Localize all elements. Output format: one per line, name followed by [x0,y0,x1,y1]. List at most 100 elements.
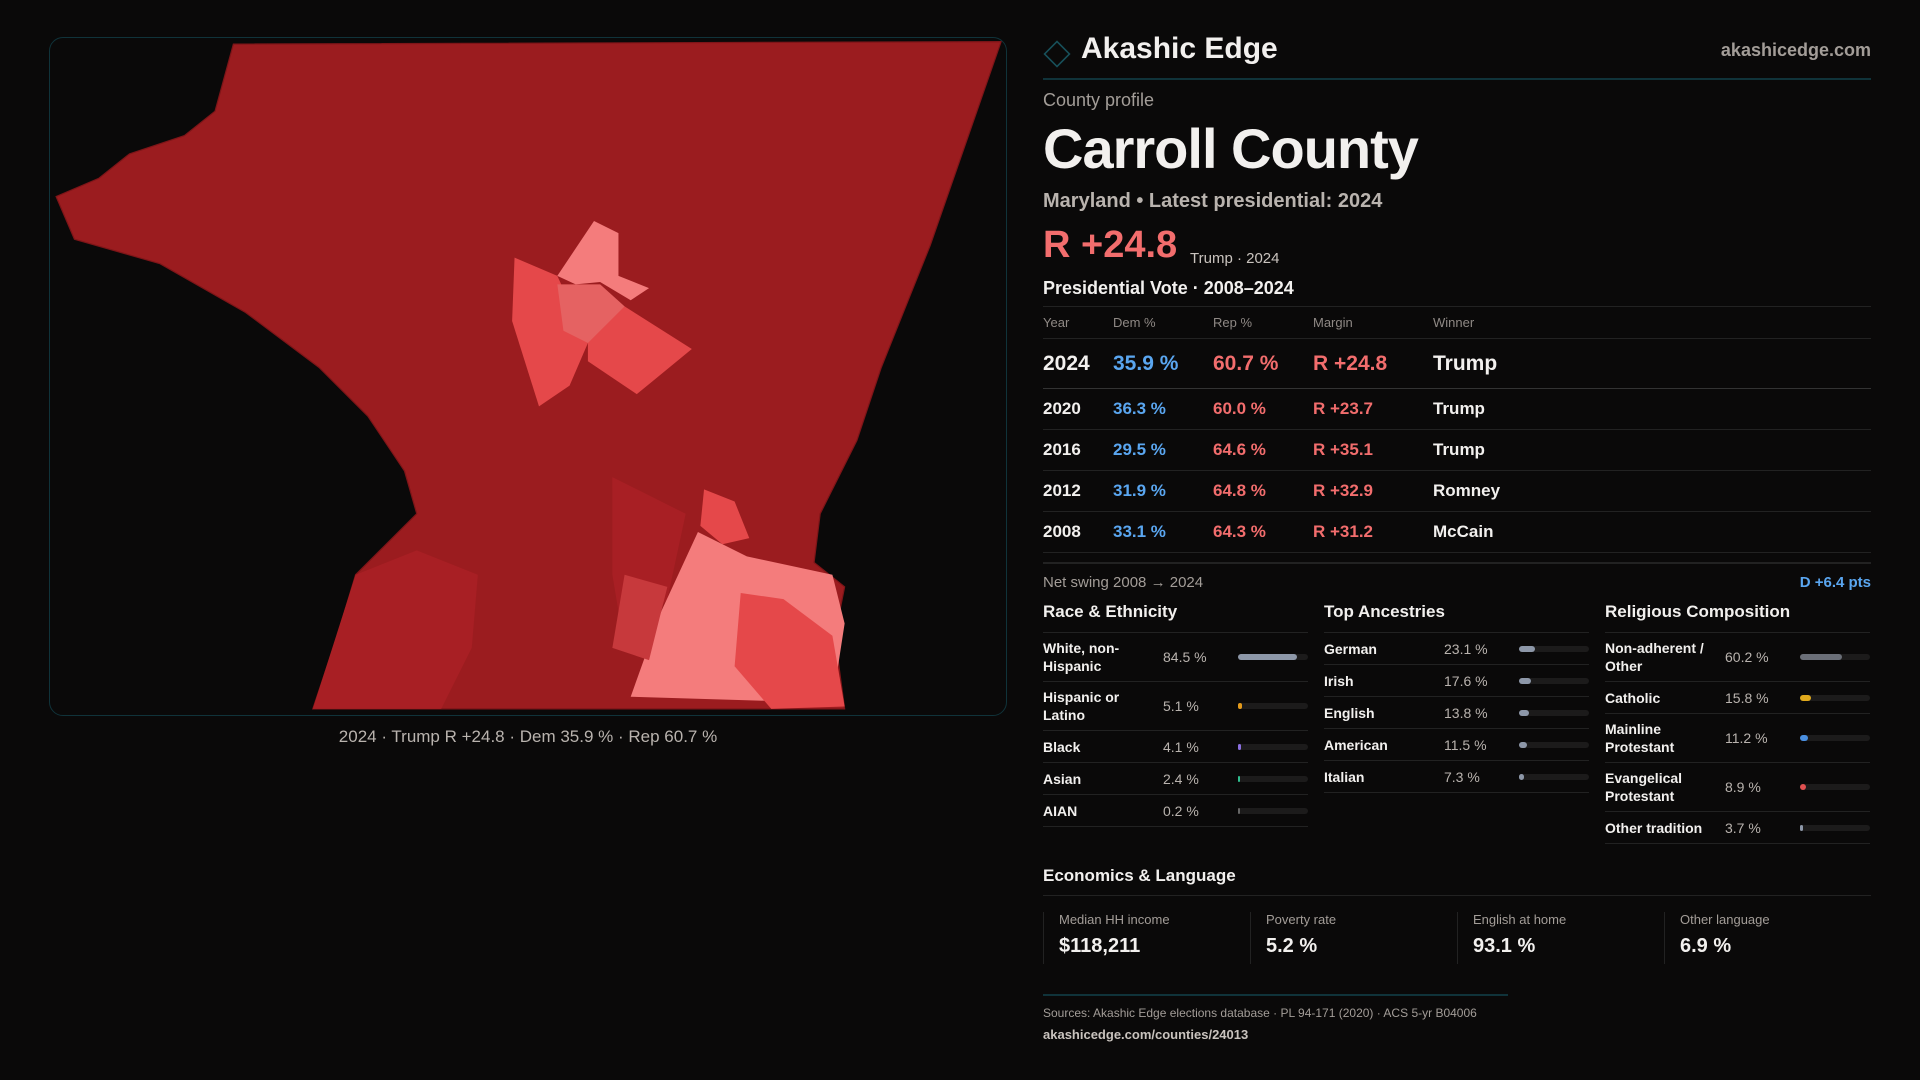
table-cell: 2020 [1043,388,1113,430]
item-percent: 4.1 % [1163,738,1199,755]
item-label: Hispanic or Latino [1043,689,1120,723]
table-row: 2020 36.3 % 60.0 % R +23.7 Trump [1043,388,1871,430]
religion-item: Mainline Protestant 11.2 % [1605,714,1870,763]
table-cell: 31.9 % [1113,470,1213,512]
race-item: Hispanic or Latino 5.1 % [1043,682,1308,731]
item-label: AIAN [1043,802,1078,819]
precinct-mid-south[interactable] [612,574,668,661]
stat-value: 6.9 % [1680,935,1732,957]
table-row: 2008 33.1 % 64.3 % R +31.2 McCain [1043,511,1871,553]
table-cell: 2024 [1043,338,1113,389]
stat-label: Other language [1680,912,1770,927]
item-label: Mainline Protestant [1605,721,1675,755]
percent-bar-fill [1519,773,1525,780]
item-percent: 84.5 % [1163,649,1207,665]
precinct-mid-north[interactable] [557,284,625,343]
stat-value: 5.2 % [1266,935,1318,957]
ancestry-title: Top Ancestries [1324,600,1589,633]
precinct-map-svg [55,41,1002,710]
item-percent: 17.6 % [1444,672,1488,689]
swing-value: D +6.4 pts [1799,574,1871,591]
sources: Sources: Akashic Edge elections database… [1043,1006,1477,1020]
percent-bar [1519,677,1589,684]
percent-bar [1238,703,1308,709]
item-label: Catholic [1605,689,1661,706]
religion-item: Other tradition 3.7 % [1605,812,1870,844]
item-label: White, non-Hispanic [1043,640,1120,674]
column-header: Margin [1313,306,1433,339]
item-label: Evangelical Protestant [1605,770,1683,804]
stat-card: Median HH income $118,211 [1043,912,1250,964]
table-cell: 64.8 % [1213,470,1313,512]
race-section: Race & Ethnicity White, non-Hispanic 84.5 … [1043,600,1308,844]
table-cell: 60.0 % [1213,388,1313,430]
county-map[interactable] [49,37,1007,716]
table-cell: 2008 [1043,511,1113,553]
percent-bar-fill [1519,709,1529,716]
stat-value: $118,211 [1059,935,1141,957]
table-cell: 29.5 % [1113,429,1213,471]
precinct-west[interactable] [312,550,478,709]
item-percent: 13.8 % [1444,704,1488,721]
race-item: AIAN 0.2 % [1043,795,1308,827]
stat-value: 93.1 % [1473,935,1536,957]
table-cell: 2016 [1043,429,1113,471]
table-cell: R +24.8 [1313,338,1433,389]
ancestry-item: German 23.1 % [1324,633,1589,665]
source-url[interactable]: akashicedge.com/counties/24013 [1043,1027,1249,1042]
brand-name: Akashic Edge [1081,32,1278,65]
ancestry-item: English 13.8 % [1324,697,1589,729]
ancestry-item: American 11.5 % [1324,729,1589,761]
race-title: Race & Ethnicity [1043,600,1308,633]
religion-section: Religious Composition Non-adherent / Othe… [1605,600,1870,844]
percent-bar-fill [1519,645,1536,652]
item-label: Italian [1324,768,1365,785]
table-cell: 60.7 % [1213,338,1313,389]
item-percent: 7.3 % [1444,768,1480,785]
race-item: Black 4.1 % [1043,731,1308,763]
stat-card: English at home 93.1 % [1457,912,1664,964]
column-header: Winner [1433,306,1871,339]
table-cell: Trump [1433,388,1871,430]
item-label: German [1324,640,1377,657]
table-row: 2024 35.9 % 60.7 % R +24.8 Trump [1043,338,1871,389]
percent-bar-fill [1238,703,1242,709]
percent-bar [1519,741,1589,748]
item-percent: 5.1 % [1163,698,1199,714]
item-percent: 60.2 % [1725,649,1769,665]
precinct-bright-4[interactable] [734,593,845,709]
percent-bar [1800,784,1870,790]
precinct-pink-north[interactable] [557,220,650,301]
percent-bar [1238,654,1308,660]
item-percent: 3.7 % [1725,819,1761,836]
econ-title: Economics & Language [1043,866,1871,896]
percent-bar [1238,807,1308,814]
percent-bar [1519,709,1589,716]
percent-bar [1800,735,1870,741]
site-link[interactable]: akashicedge.com [1720,40,1871,60]
table-cell: R +23.7 [1313,388,1433,430]
item-label: Black [1043,738,1081,755]
precinct-bright-3[interactable] [700,489,750,545]
votes-table: Year Dem % Rep % Margin Winner 2024 35.9 % 60.7… [1043,306,1871,553]
divider [1043,994,1508,996]
map-caption: 2024 · Trump R +24.8 · Dem 35.9 % · Rep … [338,727,718,746]
precinct-bright-2[interactable] [587,306,692,395]
item-percent: 11.2 % [1725,730,1768,746]
percent-bar-fill [1800,654,1843,660]
item-percent: 0.2 % [1163,802,1199,819]
table-row: 2016 29.5 % 64.6 % R +35.1 Trump [1043,429,1871,471]
percent-bar-fill [1238,654,1298,660]
percent-bar [1238,743,1308,750]
percent-bar [1519,645,1589,652]
swing-label: Net swing 2008 → 2024 [1043,574,1204,591]
subtitle: Maryland • Latest presidential: 2024 [1043,190,1383,212]
religion-item: Evangelical Protestant 8.9 % [1605,763,1870,812]
item-percent: 2.4 % [1163,770,1199,787]
county-outline[interactable] [55,41,1002,710]
table-cell: McCain [1433,511,1871,553]
precinct-bright-1[interactable] [512,257,588,407]
table-cell: R +32.9 [1313,470,1433,512]
table-cell: Romney [1433,470,1871,512]
percent-bar-fill [1238,807,1240,814]
